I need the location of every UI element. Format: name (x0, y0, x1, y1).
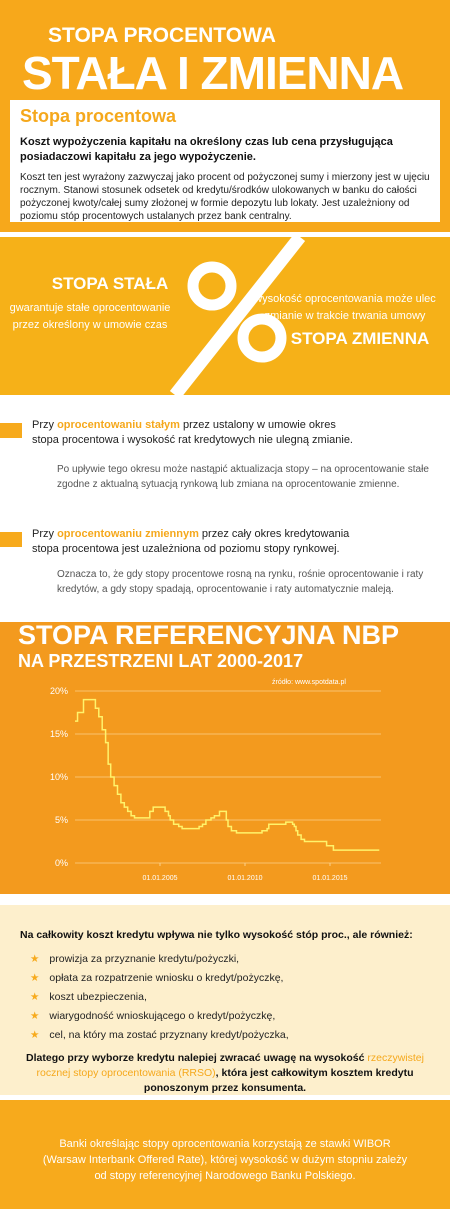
costs-list: prowizja za przyznanie kredytu/pożyczki,… (20, 953, 430, 1041)
fixed-title: STOPA STAŁA (52, 274, 169, 293)
header-kicker: STOPA PROCENTOWA (48, 24, 276, 47)
y-tick-label: 5% (55, 815, 68, 825)
footer-text: Banki określając stopy oprocentowania ko… (42, 1138, 408, 1182)
cost-item: wiarygodność wnioskującego o kredyt/poży… (30, 1010, 430, 1022)
text: Dlatego przy wyborze kredytu nalepiej zw… (26, 1052, 368, 1064)
cost-item: koszt ubezpieczenia, (30, 991, 430, 1003)
text: przez ustalony w umowie okres stopa proc… (32, 419, 353, 446)
chart-title: STOPA REFERENCYJNA NBP (18, 622, 399, 650)
note-detail: Po upływie tego okresu może nastąpić akt… (57, 464, 429, 490)
costs-conclusion: Dlatego przy wyborze kredytu nalepiej zw… (20, 1051, 430, 1096)
highlight: oprocentowaniu zmiennym (57, 528, 199, 540)
x-tick-label: 01.01.2010 (227, 875, 262, 882)
chart-source: źródło: www.spotdata.pl (272, 679, 346, 686)
note: Przy oprocentowaniu stałym przez ustalon… (32, 418, 362, 448)
chart: STOPA REFERENCYJNA NBP NA PRZESTRZENI LA… (0, 622, 450, 894)
definition-card: Stopa procentowa Koszt wypożyczenia kapi… (10, 100, 440, 222)
text: Przy (32, 528, 58, 540)
y-tick-label: 20% (50, 686, 68, 696)
note-marker (0, 532, 22, 547)
footer: Banki określając stopy oprocentowania ko… (0, 1100, 450, 1209)
costs-section: Na całkowity koszt kredytu wpływa nie ty… (0, 905, 450, 1095)
y-tick-label: 0% (55, 858, 68, 868)
text: przez cały okres kredytowania stopa proc… (32, 528, 350, 555)
header-title: STAŁA I ZMIENNA (22, 47, 404, 99)
rate-line (75, 698, 380, 851)
comparison-band: STOPA STAŁA gwarantuje stałe oprocentowa… (0, 237, 450, 395)
fixed-line: gwarantuje stałe oprocentowanie (10, 302, 171, 314)
note-detail: Oznacza to, że gdy stopy procentowe rosn… (57, 569, 424, 595)
x-tick-label: 01.01.2005 (142, 875, 177, 882)
x-tick-label: 01.01.2015 (312, 875, 347, 882)
definition-heading: Stopa procentowa (20, 106, 177, 126)
variable-line: wysokość oprocentowania może ulec (253, 293, 436, 305)
definition-body: Koszt ten jest wyrażony zazwyczaj jako p… (20, 172, 430, 222)
variable-title: STOPA ZMIENNA (291, 329, 430, 348)
note: Przy oprocentowaniu zmiennym przez cały … (32, 527, 362, 557)
cost-item: prowizja za przyznanie kredytu/pożyczki, (30, 953, 430, 965)
y-tick-label: 10% (50, 772, 68, 782)
variable-line: zmianie w trakcie trwania umowy (265, 310, 426, 322)
chart-subtitle: NA PRZESTRZENI LAT 2000-2017 (18, 651, 303, 671)
note-marker (0, 423, 22, 438)
fixed-line: przez określony w umowie czas (13, 319, 168, 331)
y-tick-label: 15% (50, 729, 68, 739)
text: , która jest całkowitym kosztem kredytu … (143, 1067, 414, 1094)
highlight: oprocentowaniu stałym (57, 419, 180, 431)
highlight: rzeczywistej rocznej stopy oprocentowani… (36, 1052, 424, 1079)
cost-item: opłata za rozpatrzenie wniosku o kredyt/… (30, 972, 430, 984)
cost-item: cel, na który ma zostać przyznany kredyt… (30, 1029, 430, 1041)
costs-intro: Na całkowity koszt kredytu wpływa nie ty… (20, 929, 413, 941)
text: Przy (32, 419, 58, 431)
definition-lead: Koszt wypożyczenia kapitału na określony… (20, 136, 393, 163)
